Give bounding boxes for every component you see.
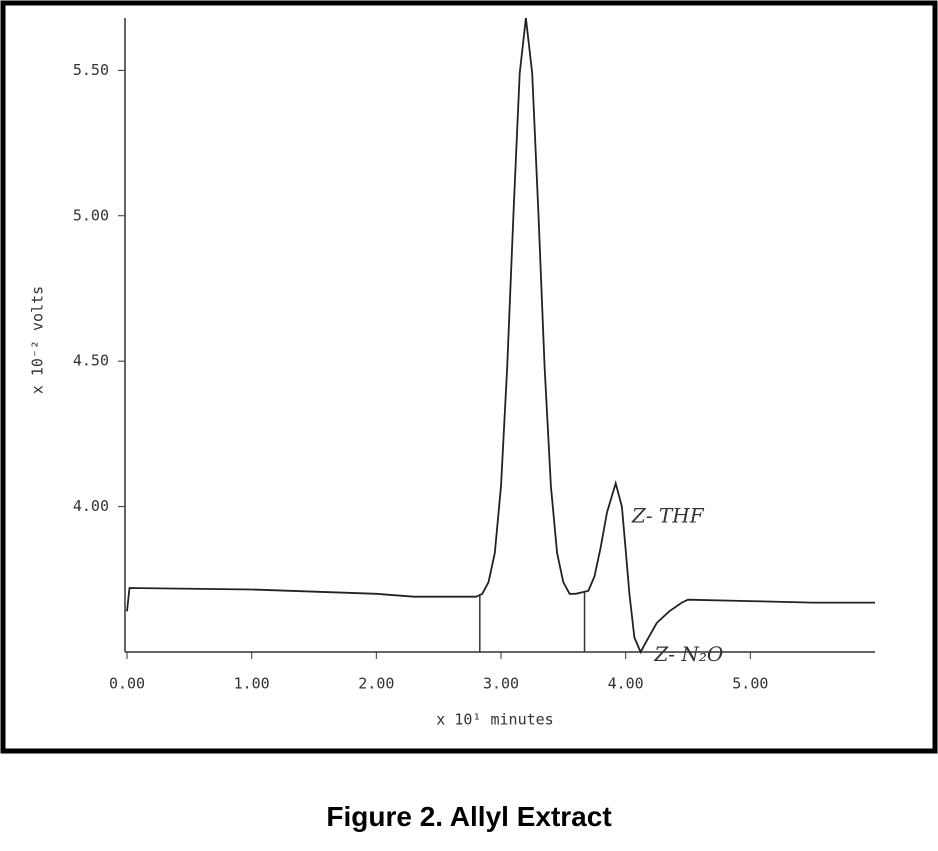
x-axis-label: x 10¹ minutes bbox=[436, 711, 553, 729]
annotation: Z- THF bbox=[631, 504, 705, 528]
chromatogram-line bbox=[126, 17, 875, 655]
x-tick-label: 3.00 bbox=[483, 675, 519, 693]
y-tick-label: 4.50 bbox=[73, 352, 109, 370]
caption: Figure 2. Allyl Extract bbox=[326, 801, 611, 832]
frame bbox=[0, 0, 938, 754]
annotation: Z- N₂O bbox=[653, 642, 723, 666]
x-tick-label: 0.00 bbox=[109, 675, 145, 693]
x-tick-label: 5.00 bbox=[732, 675, 768, 693]
x-tick-label: 4.00 bbox=[608, 675, 644, 693]
y-axis-label: x 10⁻² volts bbox=[29, 286, 47, 394]
y-tick-label: 5.50 bbox=[73, 61, 109, 79]
x-tick-label: 2.00 bbox=[358, 675, 394, 693]
y-tick-label: 5.00 bbox=[73, 206, 109, 224]
y-tick-label: 4.00 bbox=[73, 497, 109, 515]
x-tick-label: 1.00 bbox=[234, 675, 270, 693]
